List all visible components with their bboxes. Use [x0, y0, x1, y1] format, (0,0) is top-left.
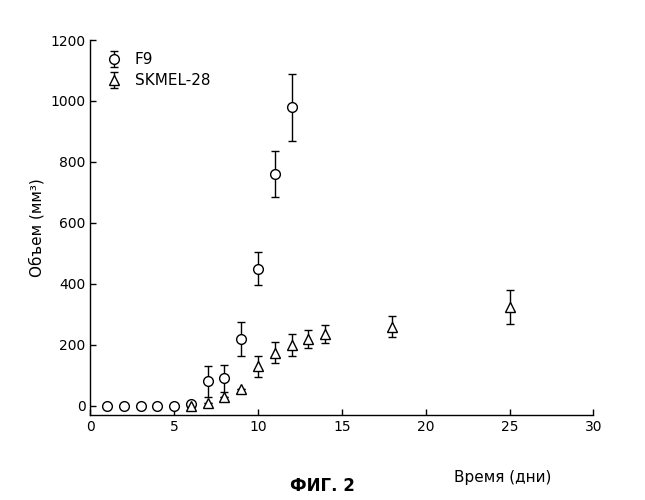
Text: ФИГ. 2: ФИГ. 2: [290, 477, 355, 495]
Y-axis label: Объем (мм³): Объем (мм³): [29, 178, 45, 277]
Legend: F9, SKMEL-28: F9, SKMEL-28: [98, 48, 215, 93]
Text: Время (дни): Время (дни): [455, 470, 551, 485]
